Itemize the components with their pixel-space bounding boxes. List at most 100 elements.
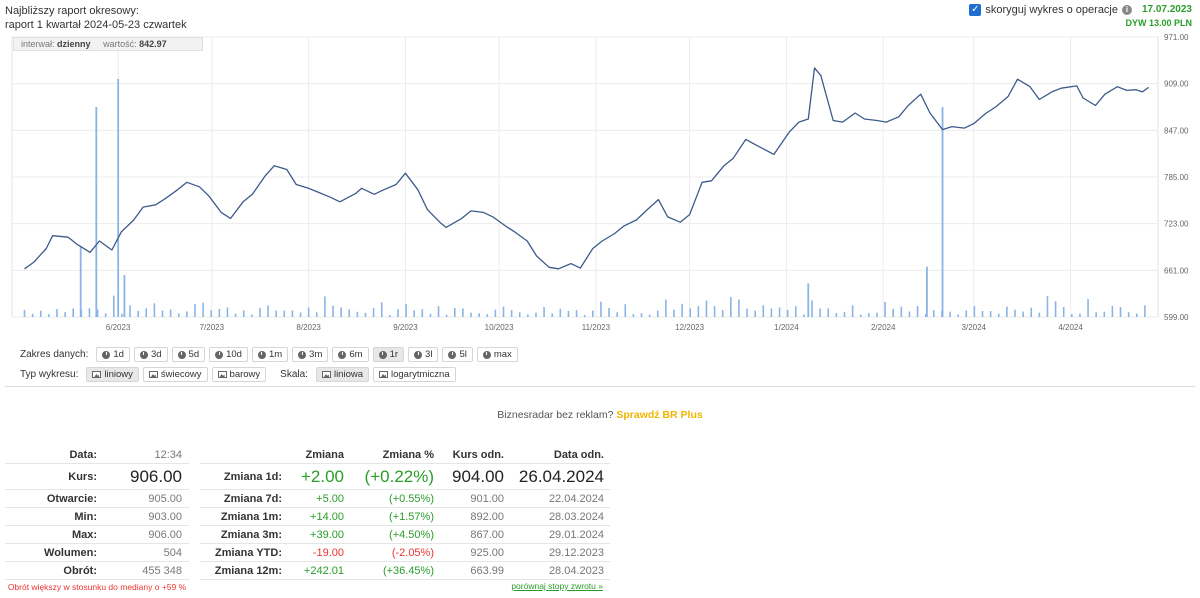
reference-price: 663.99 — [470, 564, 504, 577]
next-report: Najbliższy raport okresowy: raport 1 kwa… — [5, 4, 187, 32]
range-button-label: 1d — [113, 349, 124, 360]
quote-row: Kurs: 906.00 — [5, 464, 189, 490]
scale-label-text: logarytmiczna — [391, 369, 450, 380]
info-icon[interactable]: i — [1122, 5, 1132, 15]
range-button-5l[interactable]: 5l — [442, 347, 473, 362]
clock-icon — [482, 350, 491, 359]
br-plus-link[interactable]: Sprawdź BR Plus — [616, 409, 703, 421]
clock-icon — [414, 350, 423, 359]
interval-value: dzienny — [57, 39, 91, 49]
chart-icon — [321, 371, 331, 378]
quote-row: Max: 906.00 — [5, 526, 189, 544]
change-period: Zmiana 7d: — [223, 492, 282, 505]
adjust-chart-toggle[interactable]: ✓ skoryguj wykres o operacje i — [969, 4, 1132, 16]
clock-icon — [139, 350, 148, 359]
range-button-3d[interactable]: 3d — [133, 347, 168, 362]
quote-value: 455 348 — [142, 564, 182, 577]
next-report-value: raport 1 kwartał 2024-05-23 czwartek — [5, 19, 187, 31]
changes-row: Zmiana 1m: +14.00 (+1.57%) 892.00 28.03.2024 — [200, 508, 610, 526]
range-button-label: 3l — [425, 349, 433, 360]
quote-table: Data: 12:34 Kurs: 906.00 Otwarcie: 905.00 Min:… — [5, 446, 189, 580]
changes-header-cell: Data odn. — [553, 448, 604, 461]
y-tick-label: 599.00 — [1164, 313, 1189, 322]
price-chart-svg[interactable]: 971.00 909.00 847.00 785.00 723.00 661.00 599.… — [0, 30, 1200, 342]
change-value: -19.00 — [312, 546, 344, 559]
clock-icon — [338, 350, 347, 359]
scale-button-0[interactable]: liniowa — [315, 367, 369, 382]
y-tick-label: 785.00 — [1164, 173, 1189, 182]
x-tick-label: 6/2023 — [106, 323, 131, 332]
change-value: +39.00 — [310, 528, 344, 541]
change-value: +2.00 — [300, 466, 344, 486]
change-period: Zmiana 1d: — [223, 470, 282, 483]
chart-type-button-1[interactable]: świecowy — [142, 367, 208, 382]
reference-date: 29.12.2023 — [548, 546, 604, 559]
chart-type-label: Typ wykresu: — [20, 369, 79, 380]
divider — [5, 386, 1195, 387]
range-button-label: 5l — [459, 349, 467, 360]
range-button-3m[interactable]: 3m — [292, 347, 329, 362]
quote-value: 906.00 — [130, 466, 182, 486]
chart-info-box: interwał: dzienny wartość: 842.97 — [13, 37, 203, 51]
change-percent: (+4.50%) — [389, 528, 434, 541]
range-button-6m[interactable]: 6m — [332, 347, 369, 362]
x-tick-label: 1/2024 — [774, 323, 799, 332]
chart-type-button-0[interactable]: liniowy — [86, 367, 139, 382]
header-date: 17.07.2023 — [1141, 4, 1192, 15]
quote-row: Data: 12:34 — [5, 446, 189, 464]
clock-icon — [177, 350, 186, 359]
chart-type-label: barowy — [229, 369, 261, 380]
range-button-label: 1m — [268, 349, 283, 360]
x-tick-label: 8/2023 — [296, 323, 321, 332]
reference-date: 22.04.2024 — [548, 492, 604, 505]
changes-header: Zmiana Zmiana % Kurs odn. Data odn. — [200, 446, 610, 464]
adjust-chart-label: skoryguj wykres o operacje — [985, 4, 1118, 16]
range-label: Zakres danych: — [20, 349, 89, 360]
range-button-5d[interactable]: 5d — [171, 347, 206, 362]
change-period: Zmiana 3m: — [220, 528, 282, 541]
change-percent: (+36.45%) — [382, 564, 434, 577]
range-button-max[interactable]: max — [476, 347, 518, 362]
chart-type-label: liniowy — [104, 369, 133, 380]
quote-key: Kurs: — [68, 470, 97, 483]
checkbox-checked-icon[interactable]: ✓ — [969, 4, 982, 16]
ad-text: Biznesradar bez reklam? — [497, 409, 614, 421]
x-tick-label: 4/2024 — [1058, 323, 1083, 332]
dividend-label: DYW 13.00 PLN — [1125, 18, 1192, 28]
range-button-1d[interactable]: 1d — [96, 347, 130, 362]
clock-icon — [102, 350, 111, 359]
change-percent: (+0.55%) — [389, 492, 434, 505]
compare-returns-link[interactable]: porównaj stopy zwrotu » — [511, 581, 603, 591]
range-button-1r[interactable]: 1r — [372, 347, 405, 362]
reference-price: 904.00 — [452, 466, 504, 486]
changes-row: Zmiana YTD: -19.00 (-2.05%) 925.00 29.12.202… — [200, 544, 610, 562]
change-percent: (+0.22%) — [364, 466, 434, 486]
range-button-10d[interactable]: 10d — [209, 347, 248, 362]
quote-key: Wolumen: — [44, 546, 97, 559]
scale-label: Skala: — [280, 369, 308, 380]
clock-icon — [257, 350, 266, 359]
x-tick-label: 3/2024 — [962, 323, 987, 332]
change-value: +5.00 — [316, 492, 344, 505]
reference-price: 892.00 — [470, 510, 504, 523]
next-report-label: Najbliższy raport okresowy: — [5, 5, 139, 17]
reference-date: 28.03.2024 — [548, 510, 604, 523]
chart-type-button-2[interactable]: barowy — [211, 367, 267, 382]
x-tick-label: 7/2023 — [200, 323, 225, 332]
range-button-label: 10d — [226, 349, 242, 360]
y-tick-label: 661.00 — [1164, 266, 1189, 275]
changes-header-cell: Zmiana % — [382, 448, 434, 461]
clock-icon — [298, 350, 307, 359]
chart-type-controls: Typ wykresu: liniowy świecowy barowy Skala… — [20, 367, 456, 382]
quote-key: Data: — [69, 448, 97, 461]
quote-value: 12:34 — [154, 448, 182, 461]
price-chart[interactable]: 971.00 909.00 847.00 785.00 723.00 661.00 599.… — [0, 30, 1200, 342]
range-button-1m[interactable]: 1m — [251, 347, 289, 362]
quote-key: Otwarcie: — [46, 492, 97, 505]
range-button-3l[interactable]: 3l — [408, 347, 439, 362]
range-button-label: 3m — [309, 349, 323, 360]
range-controls: Zakres danych: 1d 3d 5d 10d 1m 3m 6m 1r 3l 5l max — [20, 347, 518, 362]
quote-value: 504 — [163, 546, 182, 559]
chart-icon — [148, 371, 158, 378]
scale-button-1[interactable]: logarytmiczna — [373, 367, 456, 382]
